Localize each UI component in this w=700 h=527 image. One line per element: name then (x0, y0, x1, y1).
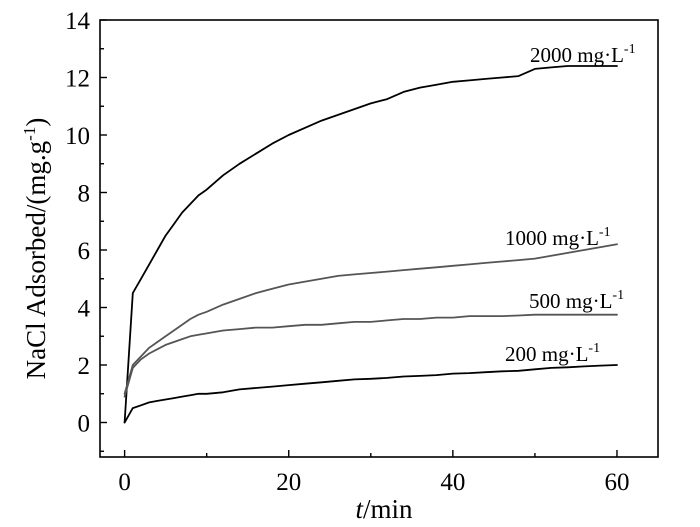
series-group (123, 65, 618, 424)
series-line (123, 243, 618, 395)
y-tick-label: 8 (78, 181, 91, 208)
x-tick-label: 0 (118, 469, 131, 496)
series-label: 1000 mg·L-1 (505, 225, 611, 250)
y-tick-label: 4 (78, 296, 91, 323)
series-label: 500 mg·L-1 (529, 288, 624, 313)
y-tick-label: 2 (78, 353, 91, 380)
axes (99, 19, 659, 458)
x-axis-title: t/min (355, 494, 413, 524)
series-line (123, 65, 618, 424)
y-axis-title: NaCl Adsorbed/(mg.g-1) (20, 118, 51, 380)
series-line (123, 313, 618, 398)
x-axis-title-rest: /min (363, 494, 413, 524)
x-axis-title-italic: t (355, 494, 364, 524)
series-label: 2000 mg·L-1 (530, 42, 636, 67)
ticks: 0 2 4 6 8 10 12 14 0 20 40 60 (65, 8, 629, 496)
x-tick-label: 60 (604, 469, 629, 496)
series-labels: 2000 mg·L-1 1000 mg·L-1 500 mg·L-1 200 mg·L… (505, 42, 636, 366)
y-tick-label: 6 (78, 238, 91, 265)
y-axis-title-close: ) (21, 118, 51, 127)
y-tick-label: 0 (78, 411, 91, 438)
y-tick-label: 14 (65, 8, 91, 35)
y-tick-label: 12 (65, 66, 90, 93)
x-tick-label: 40 (440, 469, 465, 496)
series-line (123, 364, 618, 424)
y-tick-label: 10 (65, 123, 90, 150)
plot-frame (99, 19, 659, 458)
y-axis-title-superscript: -1 (20, 127, 39, 141)
x-tick-label: 20 (276, 469, 301, 496)
series-label: 200 mg·L-1 (505, 341, 600, 366)
y-axis-title-main: NaCl Adsorbed/(mg.g (21, 141, 51, 379)
